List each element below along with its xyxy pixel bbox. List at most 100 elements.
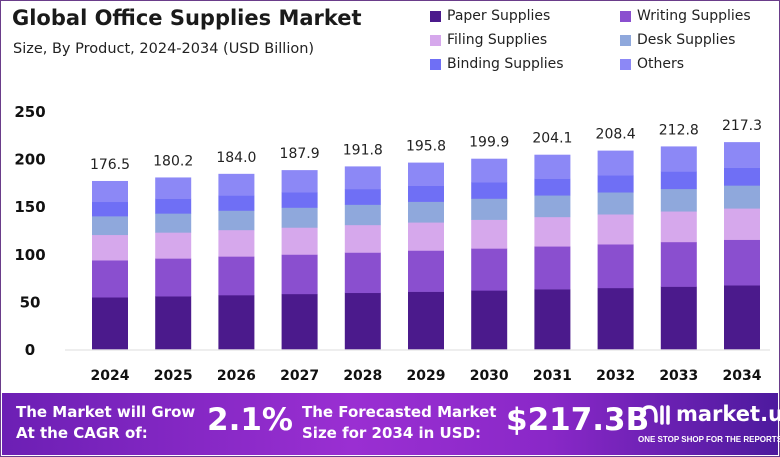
bar-segment — [534, 289, 571, 350]
bar-segment — [534, 178, 571, 196]
bar-segment — [534, 195, 571, 218]
logo-tagline: ONE STOP SHOP FOR THE REPORTS — [638, 435, 780, 444]
bar-segment — [724, 167, 760, 186]
bar-segment — [92, 201, 128, 217]
bar-segment — [155, 198, 192, 214]
forecast-label: The Forecasted Market Size for 2034 in US… — [302, 402, 496, 444]
legend-item: Binding Supplies — [430, 56, 620, 72]
x-tick-label: 2030 — [470, 368, 509, 384]
bar-segment — [408, 201, 444, 223]
total-data-label: 212.8 — [659, 122, 699, 138]
marketus-logo: market.us — [638, 399, 780, 429]
bar-segment — [344, 252, 381, 294]
bar-segment — [155, 296, 192, 350]
x-tick-label: 2032 — [596, 368, 635, 384]
bar-segment — [92, 216, 128, 236]
bar-segment — [408, 250, 444, 292]
y-tick-label: 200 — [14, 151, 45, 169]
bar-segment — [660, 171, 697, 190]
stacked-bar-chart: 0 50 100 150 200 250 176.5 2024 180.2 2025 184.0 20… — [14, 103, 770, 384]
bar-segment — [408, 162, 444, 186]
bar-segment — [155, 213, 192, 233]
total-data-label: 176.5 — [90, 157, 130, 173]
forecast-value: $217.3B — [506, 402, 650, 438]
x-tick-label: 2033 — [659, 368, 698, 384]
legend-swatch — [620, 34, 631, 46]
bar-segment — [218, 195, 255, 211]
bar-segment — [597, 192, 634, 215]
bar-segment — [155, 258, 192, 297]
bar-segment — [344, 292, 381, 350]
cagr-label-line2: At the CAGR of: — [16, 424, 148, 442]
bar-segment — [344, 166, 381, 190]
total-data-label: 180.2 — [153, 153, 193, 169]
x-tick-label: 2029 — [407, 368, 446, 384]
bar-segment — [408, 291, 444, 350]
cagr-label-line1: The Market will Grow — [16, 403, 196, 421]
bar-segment — [534, 216, 571, 247]
legend-label: Binding Supplies — [447, 56, 564, 72]
total-data-label: 217.3 — [722, 118, 762, 134]
x-tick-label: 2026 — [217, 368, 256, 384]
bar-segment — [281, 207, 318, 228]
bar-segment — [281, 254, 318, 295]
legend-label: Others — [637, 56, 685, 72]
bar-segment — [724, 185, 760, 209]
x-tick-label: 2034 — [723, 368, 762, 384]
cagr-label: The Market will Grow At the CAGR of: — [16, 402, 195, 444]
bar-segment — [218, 295, 255, 350]
total-data-label: 191.8 — [343, 142, 383, 158]
forecast-label-line1: The Forecasted Market — [302, 403, 497, 421]
legend-label: Desk Supplies — [637, 32, 736, 48]
legend-swatch — [430, 58, 441, 70]
bar-segment — [597, 214, 634, 245]
bar-segment — [281, 192, 318, 208]
x-tick-label: 2027 — [280, 368, 319, 384]
bar-segment — [218, 229, 255, 257]
x-tick-label: 2025 — [154, 368, 193, 384]
bar-segment — [724, 208, 760, 240]
bar-segment — [344, 224, 381, 253]
legend-swatch — [620, 10, 631, 22]
legend-item: Writing Supplies — [620, 8, 770, 24]
bar-segment — [534, 246, 571, 290]
total-data-label: 204.1 — [532, 131, 572, 147]
bar-segment — [534, 154, 571, 179]
bar-segment — [344, 188, 381, 205]
bar-segment — [471, 290, 508, 350]
bar-segment — [281, 170, 318, 193]
bar-segment — [155, 232, 192, 259]
chart-subtitle: Size, By Product, 2024-2034 (USD Billion… — [13, 41, 315, 57]
total-data-label: 184.0 — [216, 150, 256, 166]
bar-segment — [471, 158, 508, 183]
cagr-value: 2.1% — [207, 402, 293, 438]
bar-segment — [344, 204, 381, 226]
bar-segment — [660, 188, 697, 212]
logo-icon — [640, 405, 670, 425]
bar-segment — [660, 211, 697, 243]
total-data-label: 208.4 — [596, 127, 636, 143]
forecast-label-line2: Size for 2034 in USD: — [302, 424, 481, 442]
bar-segment — [724, 239, 760, 286]
footer-banner: The Market will Grow At the CAGR of: 2.1%… — [2, 393, 780, 455]
bar-segment — [471, 198, 508, 220]
bar-segment — [92, 297, 128, 350]
legend-item: Others — [620, 56, 770, 72]
x-tick-label: 2028 — [343, 368, 382, 384]
y-tick-label: 150 — [14, 198, 45, 216]
y-tick-label: 50 — [20, 293, 41, 311]
y-tick-label: 100 — [14, 246, 45, 264]
y-tick-label: 250 — [14, 103, 45, 121]
x-tick-label: 2031 — [533, 368, 572, 384]
bar-segment — [281, 227, 318, 255]
legend-label: Writing Supplies — [637, 8, 751, 24]
bar-segment — [218, 210, 255, 231]
bar-segment — [471, 182, 508, 199]
bar-segment — [408, 185, 444, 202]
bar-segment — [92, 180, 128, 203]
bar-segment — [660, 241, 697, 287]
bar-segment — [471, 248, 508, 291]
bar-segment — [724, 142, 760, 168]
bar-segment — [471, 219, 508, 249]
legend-swatch — [430, 10, 441, 22]
